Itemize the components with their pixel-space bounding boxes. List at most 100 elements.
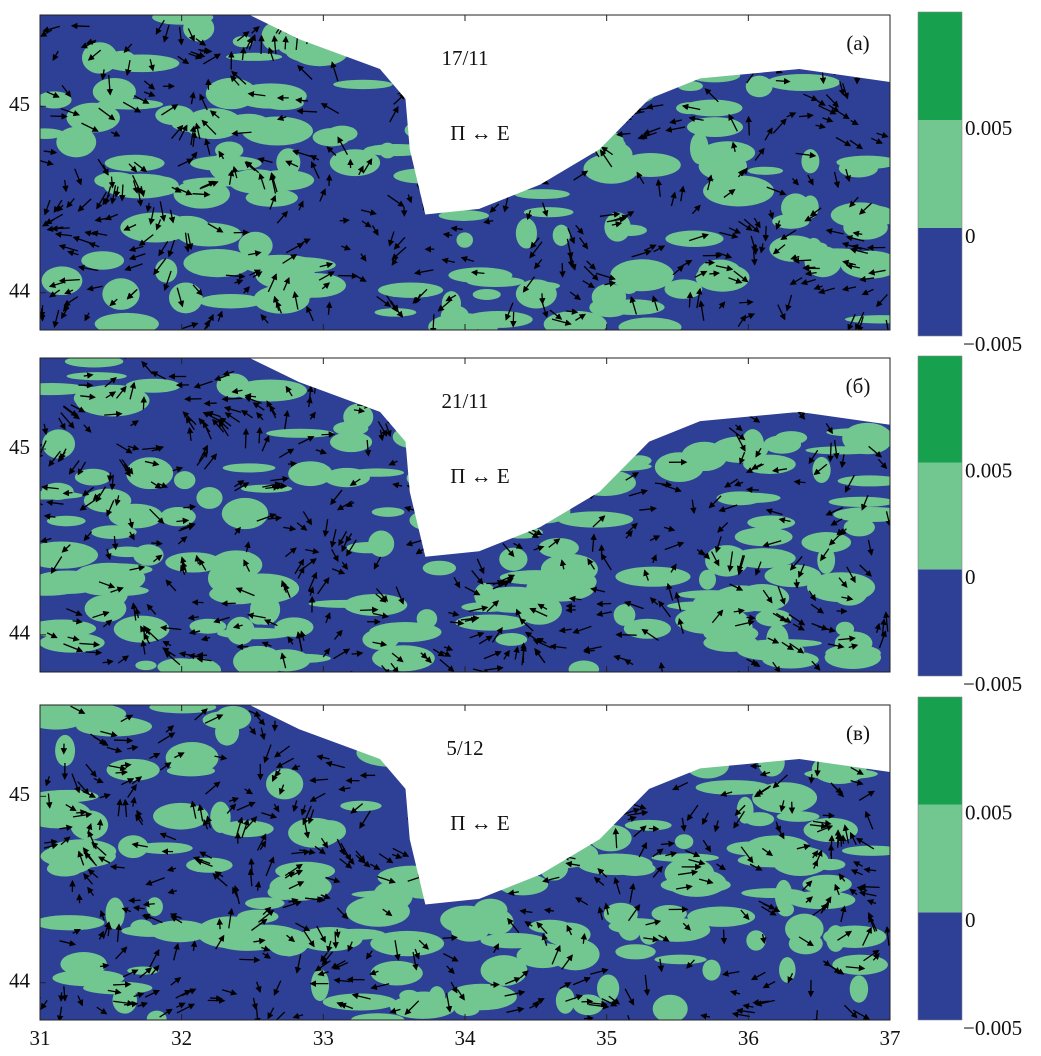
green-patch — [762, 651, 819, 669]
velocity-arrow — [691, 204, 701, 215]
velocity-arrow — [679, 185, 686, 202]
green-patch — [202, 711, 247, 730]
colorbar-tick-label: 0 — [965, 565, 976, 589]
land — [249, 15, 890, 215]
velocity-arrow — [50, 113, 68, 120]
velocity-arrow — [261, 641, 272, 648]
velocity-arrow — [696, 287, 703, 309]
colorbar-band — [918, 804, 962, 913]
green-patch — [698, 569, 717, 590]
velocity-arrow — [859, 564, 872, 577]
velocity-arrow — [503, 649, 510, 660]
green-patch — [617, 270, 641, 294]
x-tick-label: 34 — [455, 1026, 477, 1050]
velocity-arrow — [158, 240, 169, 257]
velocity-arrow — [140, 396, 147, 410]
velocity-arrow — [664, 541, 685, 551]
velocity-arrow — [77, 198, 92, 212]
velocity-arrow — [100, 69, 107, 81]
velocity-arrow — [813, 283, 823, 291]
green-patch — [222, 463, 276, 473]
green-patch — [555, 987, 575, 1014]
velocity-arrow — [292, 149, 313, 158]
green-patch — [226, 256, 288, 266]
velocity-arrow — [46, 91, 60, 98]
green-patch — [217, 627, 294, 640]
panel-title: 17/11 — [441, 46, 488, 70]
velocity-arrow — [587, 558, 596, 570]
velocity-arrow — [201, 119, 217, 135]
green-patch — [144, 176, 179, 196]
velocity-arrow — [789, 556, 803, 571]
green-patch — [96, 99, 164, 110]
velocity-arrow — [84, 312, 91, 322]
velocity-arrow — [322, 647, 331, 658]
velocity-arrow — [60, 306, 69, 320]
velocity-arrow — [319, 188, 326, 202]
velocity-arrow — [825, 228, 844, 235]
velocity-arrow — [825, 94, 839, 108]
velocity-arrow — [85, 649, 103, 656]
velocity-arrow — [439, 658, 455, 672]
colorbar-frame — [917, 11, 963, 337]
velocity-arrow — [390, 662, 399, 672]
velocity-arrow — [450, 619, 465, 627]
velocity-arrow — [212, 418, 225, 433]
velocity-arrow — [177, 55, 190, 65]
velocity-arrow — [105, 548, 112, 561]
y-tick-label: 44 — [9, 279, 31, 303]
velocity-arrow — [877, 458, 888, 470]
velocity-arrow — [239, 46, 247, 61]
velocity-arrow — [285, 160, 299, 168]
velocity-arrow — [772, 661, 781, 672]
velocity-arrow — [196, 656, 212, 663]
velocity-arrow — [167, 239, 176, 258]
velocity-arrow — [811, 622, 829, 631]
velocity-arrow — [570, 256, 577, 271]
green-patch — [329, 431, 373, 453]
velocity-arrow — [377, 421, 388, 437]
velocity-arrow — [326, 146, 337, 156]
green-patch — [802, 874, 852, 894]
green-patch — [812, 456, 831, 484]
velocity-arrow — [267, 46, 275, 61]
green-patch — [644, 918, 711, 942]
velocity-arrow — [728, 227, 742, 234]
velocity-arrow — [188, 628, 201, 636]
green-patch — [184, 108, 243, 140]
velocity-arrow — [625, 472, 640, 481]
velocity-arrow — [724, 478, 738, 488]
velocity-arrow — [155, 219, 162, 231]
velocity-arrow — [792, 623, 805, 631]
green-patch — [838, 159, 879, 178]
green-patch — [735, 584, 790, 612]
velocity-arrow — [333, 648, 351, 660]
velocity-arrow — [221, 395, 243, 403]
panel-label: (б) — [846, 374, 871, 398]
velocity-arrow — [193, 380, 213, 389]
velocity-arrow — [338, 531, 348, 547]
green-patch — [81, 251, 125, 270]
velocity-arrow — [224, 412, 241, 423]
velocity-arrow — [113, 981, 132, 988]
velocity-arrow — [745, 115, 753, 136]
velocity-arrow — [128, 253, 146, 261]
velocity-arrow — [171, 186, 182, 193]
velocity-arrow — [150, 481, 162, 489]
velocity-arrow — [596, 600, 612, 608]
velocity-arrow — [739, 451, 746, 465]
velocity-arrow — [163, 270, 172, 291]
velocity-arrow — [754, 147, 765, 161]
velocity-arrow — [388, 459, 398, 466]
velocity-arrow — [60, 108, 80, 117]
velocity-arrow — [522, 276, 536, 293]
velocity-arrow — [175, 187, 193, 196]
velocity-arrow — [285, 385, 293, 397]
velocity-arrow — [468, 605, 489, 613]
green-patch — [234, 83, 307, 109]
velocity-arrow — [460, 256, 474, 263]
velocity-arrow — [515, 608, 522, 620]
green-patch — [103, 54, 180, 73]
velocity-arrow — [102, 619, 113, 628]
x-tick-label: 31 — [30, 1026, 51, 1050]
